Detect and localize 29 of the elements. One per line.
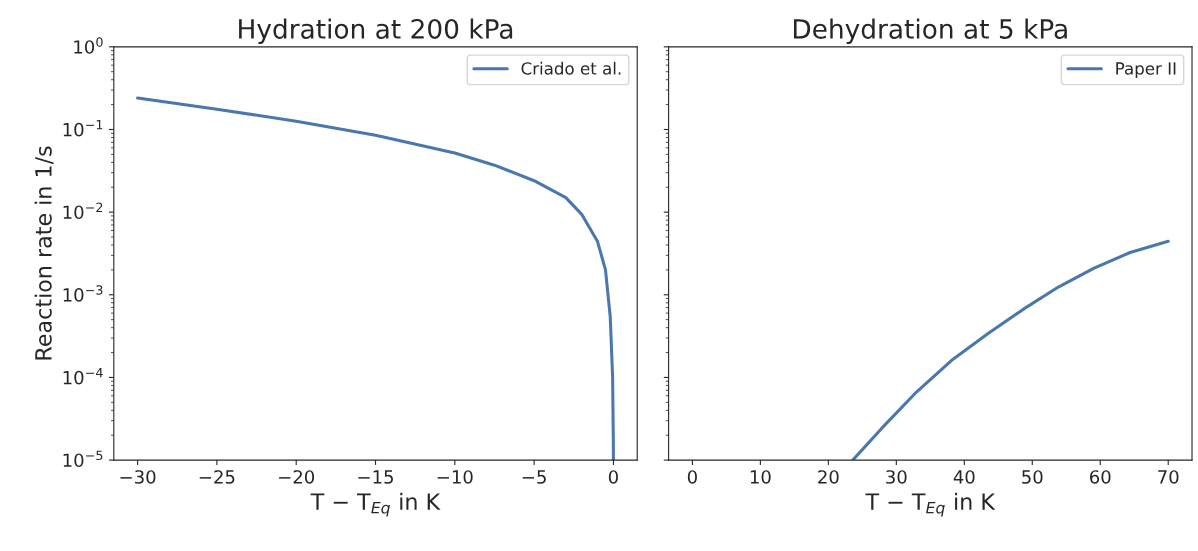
chart-title: Hydration at 200 kPa [239,18,513,44]
x-tick-label: −5 [522,470,546,484]
y-tick-label: 10$^{−5}$ [63,450,103,468]
x-tick-label: 0 [608,470,618,484]
x-tick-label: 20 [818,470,839,484]
x-tick-label: 0 [687,470,697,484]
x-tick-label: −15 [358,470,393,484]
x-tick-label: 60 [1090,470,1111,484]
legend-label: Criado et al. [521,61,621,75]
x-axis-title: T − T$_{Eq}$ in K [865,492,996,517]
x-tick-label: −20 [279,470,315,484]
y-tick-label: 10$^{−1}$ [63,120,103,137]
x-tick-label: 10 [750,470,771,484]
legend-label: Paper II [1116,62,1176,78]
line-series [136,96,615,461]
x-tick-label: −30 [120,470,156,484]
y-tick-label: 10$^{−3}$ [63,285,103,302]
x-tick-label: −10 [437,470,473,484]
y-axis-title: Reaction rate in 1/s [34,146,54,360]
x-tick-label: 70 [1158,470,1179,484]
x-tick-label: 50 [1022,470,1043,484]
x-tick-label: 30 [886,470,907,484]
x-axis-title: T − T$_{Eq}$ in K [310,492,441,517]
y-tick-label: 10$^{−2}$ [63,202,103,220]
y-tick-label: 10$^{−4}$ [63,368,103,385]
x-tick-label: 40 [953,470,975,484]
y-tick-label: 10$^{0}$ [74,37,103,54]
chart-title: Dehydration at 5 kPa [793,18,1067,44]
x-tick-label: −25 [199,470,235,484]
